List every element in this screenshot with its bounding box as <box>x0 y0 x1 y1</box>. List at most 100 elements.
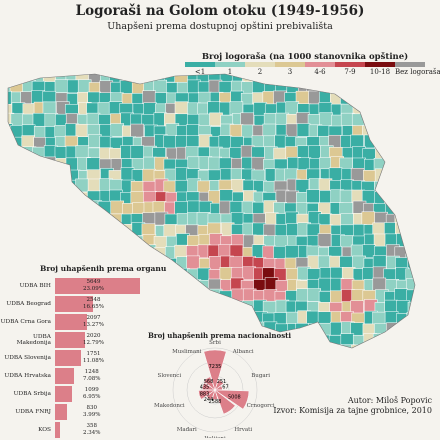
municipality <box>429 289 440 302</box>
bar-value: 1099 6.95% <box>83 387 100 401</box>
legend-label: <1 <box>194 68 206 76</box>
municipality <box>132 343 147 348</box>
municipality <box>11 178 26 193</box>
polar-label: Srbi <box>209 340 221 346</box>
municipality <box>405 245 415 259</box>
municipality <box>406 312 415 326</box>
legend-title: Broj logoraša (na 1000 stanovnika opštin… <box>201 52 409 62</box>
municipality <box>317 311 332 325</box>
polar-label: Crnogorci <box>247 403 275 409</box>
bar-label: UDBA Srbija <box>13 391 51 397</box>
municipality <box>339 74 354 85</box>
polar-label: Makedonci <box>154 403 185 409</box>
municipality <box>75 191 90 206</box>
municipality <box>210 300 224 314</box>
bar-count: 1248 <box>84 369 99 375</box>
credit: Autor: Miloš Popovic Izvor: Komisija za … <box>273 396 432 416</box>
municipality <box>187 301 201 315</box>
municipality <box>75 123 90 138</box>
municipality <box>8 158 14 172</box>
bar-label: UDBA Makedonija <box>16 334 51 346</box>
municipality <box>111 246 125 260</box>
bar-count: 1099 <box>84 387 99 393</box>
municipality <box>320 74 334 83</box>
municipality <box>76 235 90 250</box>
municipality <box>110 123 125 137</box>
polar-value: 5008 <box>228 394 241 400</box>
municipality <box>394 124 409 138</box>
municipality <box>350 168 365 182</box>
municipality <box>408 201 415 215</box>
municipality <box>428 190 440 203</box>
bar-value: 1248 7.08% <box>83 369 100 383</box>
municipality <box>307 74 321 83</box>
municipality <box>77 212 91 227</box>
municipality <box>75 178 89 193</box>
municipality <box>8 180 15 194</box>
municipality <box>296 123 311 137</box>
municipality <box>428 169 440 182</box>
municipality <box>395 79 409 93</box>
municipality <box>262 123 277 138</box>
municipality <box>419 267 432 280</box>
municipality <box>428 280 440 293</box>
municipality <box>317 233 332 247</box>
municipality <box>306 333 320 348</box>
bar-label: KOS <box>38 427 51 433</box>
municipality <box>384 114 399 128</box>
municipality <box>418 346 431 350</box>
polar-label: Italijani <box>204 436 226 438</box>
bar-percent: 11.08% <box>83 358 104 364</box>
municipality <box>175 279 190 294</box>
municipality <box>429 257 440 270</box>
municipality <box>373 344 388 348</box>
municipality <box>174 74 188 83</box>
municipality <box>419 278 432 291</box>
municipality <box>163 224 178 238</box>
municipality <box>131 300 145 314</box>
municipality <box>407 74 415 83</box>
municipality <box>428 146 440 159</box>
municipality <box>44 178 59 192</box>
municipality <box>429 323 440 336</box>
municipality <box>109 344 124 348</box>
municipality <box>64 191 79 205</box>
municipality <box>109 312 124 326</box>
bar-percent: 16.65% <box>83 304 104 310</box>
municipality <box>174 101 189 115</box>
municipality <box>119 323 133 338</box>
municipality <box>42 244 56 259</box>
bar-label: UDBA FNRJ <box>15 409 51 415</box>
municipality <box>33 224 47 239</box>
polar-value: 2588 <box>209 399 222 405</box>
legend-item: 2 <box>245 62 275 76</box>
municipality <box>12 147 26 161</box>
municipality <box>65 201 79 215</box>
municipality <box>54 245 68 260</box>
bar-count: 1751 <box>86 351 101 357</box>
municipality <box>383 179 398 193</box>
municipality <box>275 74 289 83</box>
bar-chart-title: Broj uhapšenih prema organu <box>40 264 167 273</box>
municipality <box>109 299 124 313</box>
municipality <box>165 288 179 303</box>
bar-row: UDBA Srbija 1099 6.95% <box>0 386 100 402</box>
bar-count: 2020 <box>86 333 101 339</box>
legend-swatch <box>365 62 395 67</box>
polar-label: Bugari <box>251 373 270 379</box>
municipality <box>231 300 246 315</box>
polar-sector <box>214 389 250 410</box>
polar-chart: 7235 Srbi 251 Albanci 67 Bugari 5008 Crnogorci H… <box>154 340 275 438</box>
municipality <box>385 136 399 150</box>
municipality <box>251 156 266 171</box>
municipality <box>428 344 440 350</box>
municipality <box>405 113 415 128</box>
municipality <box>417 245 430 258</box>
municipality <box>176 299 190 314</box>
bar-value: 5649 23.09% <box>83 279 104 293</box>
municipality <box>350 134 364 149</box>
municipality <box>418 179 431 192</box>
municipality <box>53 190 68 204</box>
municipality <box>383 91 398 106</box>
municipality <box>33 246 48 260</box>
